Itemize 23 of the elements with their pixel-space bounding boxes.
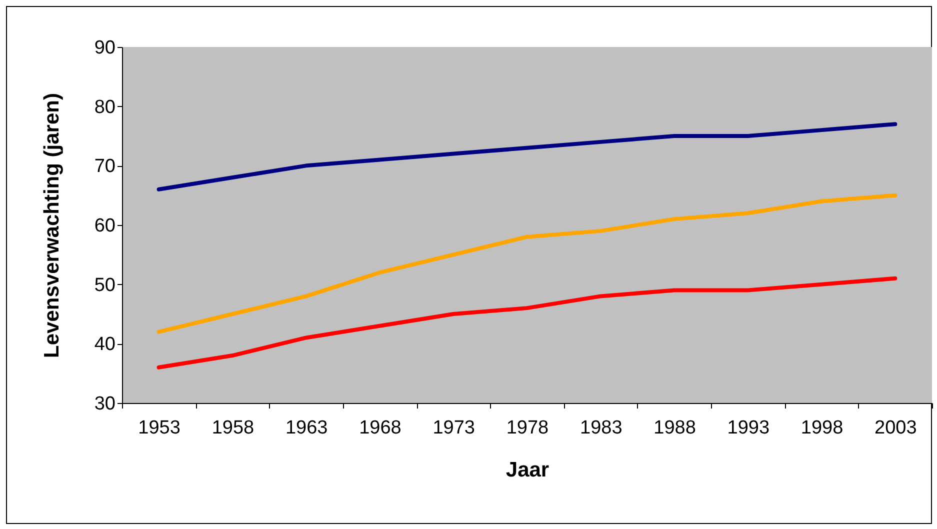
x-tick-label: 1963: [285, 418, 328, 438]
line-series: [156, 122, 898, 192]
x-tick-label: 1988: [654, 418, 696, 438]
x-tick-label: 1958: [212, 418, 254, 438]
line-series: [156, 276, 898, 370]
x-tick-label: 2003: [874, 418, 917, 438]
x-tick-label: 1953: [138, 418, 180, 438]
x-axis-title: Jaar: [506, 458, 550, 482]
y-tick-label: 30: [94, 394, 116, 414]
x-tick-label: 1973: [432, 418, 476, 438]
y-tick-label: 80: [94, 96, 116, 118]
x-tick-label: 1968: [359, 418, 402, 438]
x-tick-label: 1978: [506, 418, 549, 438]
x-tick-label: 1993: [727, 418, 770, 438]
y-axis-title: Levensverwachting (jaren): [40, 93, 64, 358]
x-tick-label: 1998: [800, 418, 844, 438]
y-tick-label: 90: [94, 38, 116, 58]
y-tick-label: 60: [94, 216, 116, 236]
y-tick-label: 70: [94, 156, 116, 178]
y-tick-label: 40: [94, 334, 116, 356]
x-tick-label: 1983: [580, 418, 622, 438]
y-tick-label: 50: [94, 274, 116, 296]
line-series: [156, 193, 898, 334]
